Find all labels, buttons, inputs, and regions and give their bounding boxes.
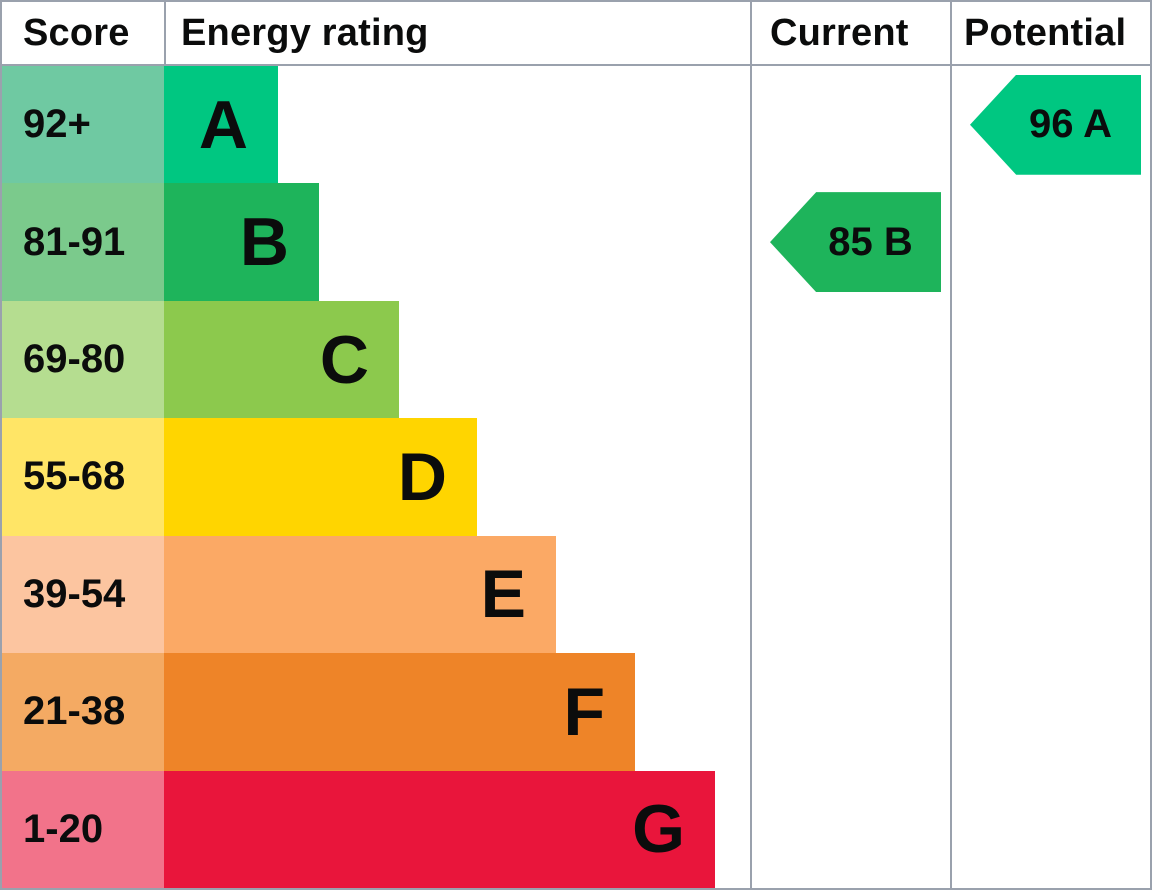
band-row-g: 1-20 G (2, 770, 1150, 888)
current-rating-arrow: 85 B (770, 192, 941, 293)
current-rating-label: 85 B (828, 219, 913, 264)
score-range: 92+ (2, 66, 164, 184)
header-potential: Potential (950, 2, 1150, 64)
band-bar-a: A (164, 66, 278, 184)
current-cell-g (750, 770, 950, 888)
potential-rating-label: 96 A (1028, 102, 1112, 147)
potential-cell-f (950, 653, 1150, 771)
potential-cell-c (950, 300, 1150, 419)
current-cell-b: 85 B (750, 183, 950, 301)
current-cell-d (750, 418, 950, 536)
band-bar-b: B (164, 183, 319, 301)
header-current: Current (750, 2, 950, 64)
band-bar-c: C (164, 300, 399, 419)
score-range: 69-80 (2, 300, 164, 419)
potential-cell-d (950, 418, 1150, 536)
band-letter: A (198, 86, 248, 163)
band-row-d: 55-68 D (2, 418, 1150, 536)
band-letter: C (319, 321, 369, 398)
band-bar-d: D (164, 418, 477, 536)
score-range: 1-20 (2, 770, 164, 888)
current-cell-a (750, 66, 950, 184)
band-letter: B (239, 204, 289, 281)
band-letter: E (480, 556, 526, 633)
current-cell-e (750, 535, 950, 654)
score-range: 55-68 (2, 418, 164, 536)
band-row-f: 21-38 F (2, 653, 1150, 771)
header-score: Score (2, 2, 164, 64)
current-cell-c (750, 300, 950, 419)
score-range: 21-38 (2, 653, 164, 771)
score-range: 81-91 (2, 183, 164, 301)
header-energy-rating: Energy rating (164, 2, 750, 64)
header-row: Score Energy rating Current Potential (2, 2, 1150, 66)
band-letter: G (632, 791, 685, 868)
band-letter: D (397, 438, 447, 515)
band-row-c: 69-80 C (2, 300, 1150, 419)
band-rows: 92+ A 96 A 81-91 B 85 B (2, 66, 1150, 888)
band-letter: F (563, 673, 605, 750)
potential-cell-b (950, 183, 1150, 301)
band-row-e: 39-54 E (2, 535, 1150, 654)
score-range: 39-54 (2, 535, 164, 654)
band-bar-f: F (164, 653, 635, 771)
current-cell-f (750, 653, 950, 771)
band-bar-g: G (164, 770, 715, 888)
band-row-b: 81-91 B 85 B (2, 183, 1150, 301)
band-bar-e: E (164, 535, 556, 654)
potential-cell-e (950, 535, 1150, 654)
band-row-a: 92+ A 96 A (2, 66, 1150, 184)
potential-cell-a: 96 A (950, 66, 1150, 184)
potential-rating-arrow: 96 A (970, 74, 1141, 175)
potential-cell-g (950, 770, 1150, 888)
